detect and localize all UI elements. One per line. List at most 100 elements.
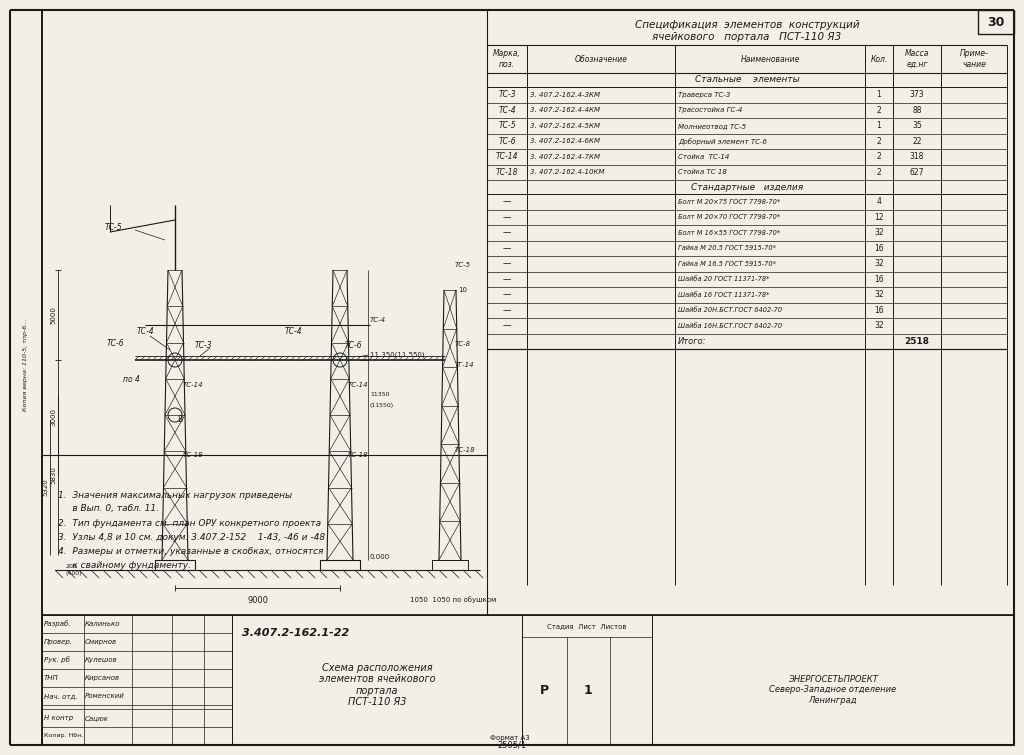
Text: 8: 8 — [177, 415, 182, 424]
Text: ТС-18: ТС-18 — [455, 447, 475, 453]
Text: Молниеотвод ТС-5: Молниеотвод ТС-5 — [678, 123, 746, 129]
Text: —: — — [503, 228, 511, 237]
Text: Марка,
поз.: Марка, поз. — [494, 49, 521, 69]
Text: 4: 4 — [877, 197, 882, 206]
Text: 3. 407.2-162.4-4КМ: 3. 407.2-162.4-4КМ — [530, 107, 600, 113]
Text: (11550): (11550) — [370, 402, 394, 408]
Text: Болт М 16×55 ГОСТ 7798-70*: Болт М 16×55 ГОСТ 7798-70* — [678, 230, 780, 236]
Text: 22: 22 — [912, 137, 922, 146]
Text: Роменский: Роменский — [85, 693, 125, 699]
Text: 32: 32 — [874, 290, 884, 299]
Text: —: — — [503, 213, 511, 222]
Text: Кол.: Кол. — [870, 54, 888, 63]
Text: Кирсанов: Кирсанов — [85, 675, 120, 681]
Text: Гайка М 20.5 ГОСТ 5915-70*: Гайка М 20.5 ГОСТ 5915-70* — [678, 245, 776, 251]
Text: 5000: 5000 — [50, 306, 56, 324]
Text: Масса
ед.нг: Масса ед.нг — [905, 49, 929, 69]
Text: Смирнов: Смирнов — [85, 639, 117, 645]
Text: Стойка ТС 18: Стойка ТС 18 — [678, 169, 727, 175]
Text: Сацюк: Сацюк — [85, 715, 109, 721]
Text: 16: 16 — [874, 244, 884, 253]
Text: ТС-6: ТС-6 — [106, 340, 125, 349]
Text: —: — — [503, 290, 511, 299]
Text: 2: 2 — [877, 106, 882, 115]
Bar — [232, 615, 522, 745]
Text: ТС-14: ТС-14 — [183, 382, 204, 388]
Text: ТС-4: ТС-4 — [499, 106, 516, 115]
Text: ТС-4: ТС-4 — [137, 328, 155, 337]
Bar — [42, 615, 232, 745]
Text: 3. 407.2-162.4-6КМ: 3. 407.2-162.4-6КМ — [530, 138, 600, 144]
Text: 30: 30 — [987, 16, 1005, 29]
Text: Рук. рб: Рук. рб — [44, 657, 70, 664]
Text: Болт М 20×75 ГОСТ 7798-70*: Болт М 20×75 ГОСТ 7798-70* — [678, 199, 780, 205]
Text: ТГ-14: ТГ-14 — [455, 362, 475, 368]
Text: 88: 88 — [912, 106, 922, 115]
Text: 32: 32 — [874, 228, 884, 237]
Text: 2518: 2518 — [904, 337, 930, 346]
Text: в Вып. 0, табл. 11.: в Вып. 0, табл. 11. — [58, 504, 159, 513]
Bar — [978, 10, 1014, 34]
Text: ТС-18: ТС-18 — [348, 452, 369, 458]
Text: 627: 627 — [909, 168, 925, 177]
Text: Болт М 20×70 ГОСТ 7798-70*: Болт М 20×70 ГОСТ 7798-70* — [678, 214, 780, 220]
Text: —: — — [503, 306, 511, 315]
Text: Итого:: Итого: — [678, 337, 707, 346]
Text: ТС-14: ТС-14 — [348, 382, 369, 388]
Text: ТС-14: ТС-14 — [496, 153, 518, 162]
Text: Спецификация  элементов  конструкций: Спецификация элементов конструкций — [635, 20, 859, 30]
Text: ТС-5: ТС-5 — [499, 122, 516, 131]
Text: Доборный элемент ТС-6: Доборный элемент ТС-6 — [678, 137, 767, 145]
Text: 11.350(11 550): 11.350(11 550) — [370, 352, 425, 359]
Text: Калинько: Калинько — [85, 621, 121, 627]
Text: Стандартные   изделия: Стандартные изделия — [691, 183, 803, 192]
Text: ТС-6: ТС-6 — [499, 137, 516, 146]
Text: ТС-8: ТС-8 — [455, 341, 471, 347]
Text: 16: 16 — [874, 306, 884, 315]
Text: —: — — [503, 197, 511, 206]
Text: Копир. Нбн.: Копир. Нбн. — [44, 734, 83, 738]
Text: Траверса ТС-3: Траверса ТС-3 — [678, 92, 730, 97]
Bar — [319, 560, 360, 570]
Text: 3. 407.2-162.4-3КМ: 3. 407.2-162.4-3КМ — [530, 92, 600, 97]
Text: 3.  Узлы 4,8 и 10 см. докум. 3.407.2-152    1-43, -46 и -48: 3. Узлы 4,8 и 10 см. докум. 3.407.2-152 … — [58, 532, 326, 541]
Text: ТС-18: ТС-18 — [496, 168, 518, 177]
Bar — [652, 615, 1014, 745]
Text: 16: 16 — [874, 275, 884, 284]
Text: 5830: 5830 — [50, 466, 56, 484]
Text: —: — — [503, 259, 511, 268]
Text: 2: 2 — [877, 168, 882, 177]
Text: Стойка  ТС-14: Стойка ТС-14 — [678, 154, 729, 160]
Bar — [522, 615, 652, 745]
Text: 32: 32 — [874, 259, 884, 268]
Text: 32: 32 — [874, 321, 884, 330]
Text: 318: 318 — [909, 153, 925, 162]
Text: 1050  1050 по обушком: 1050 1050 по обушком — [410, 596, 497, 602]
Text: Схема расположения
элементов ячейкового
портала
ПСТ-110 Я3: Схема расположения элементов ячейкового … — [318, 663, 435, 707]
Bar — [432, 560, 468, 570]
Text: Разраб.: Разраб. — [44, 621, 72, 627]
Text: ТС-5: ТС-5 — [105, 223, 123, 233]
Text: ТС-18: ТС-18 — [183, 452, 204, 458]
Text: 35: 35 — [912, 122, 922, 131]
Text: Стадия  Лист  Листов: Стадия Лист Листов — [547, 623, 627, 629]
Text: ТС-3: ТС-3 — [195, 341, 213, 350]
Text: 373: 373 — [909, 91, 925, 99]
Text: 5320: 5320 — [42, 479, 48, 496]
Text: Шайба 20Н.БСТ.ГОСТ 6402-70: Шайба 20Н.БСТ.ГОСТ 6402-70 — [678, 307, 782, 313]
Text: —: — — [503, 275, 511, 284]
Text: 10: 10 — [458, 287, 467, 293]
Bar — [155, 560, 195, 570]
Text: —: — — [503, 244, 511, 253]
Text: Формат А3: Формат А3 — [490, 735, 529, 741]
Text: 1.  Значения максимальных нагрузок приведены: 1. Значения максимальных нагрузок привед… — [58, 491, 292, 500]
Text: Нач. отд.: Нач. отд. — [44, 693, 78, 699]
Text: Приме-
чание: Приме- чание — [959, 49, 988, 69]
Text: ячейкового   портала   ПСТ-110 Я3: ячейкового портала ПСТ-110 Я3 — [652, 32, 842, 42]
Text: ТС-3: ТС-3 — [499, 91, 516, 99]
Text: ТС-5: ТС-5 — [455, 262, 471, 268]
Text: 200: 200 — [65, 564, 77, 569]
Text: 3. 407.2-162.4-7КМ: 3. 407.2-162.4-7КМ — [530, 154, 600, 160]
Text: Трасостойка ГС-4: Трасостойка ГС-4 — [678, 107, 742, 113]
Text: ТС-4: ТС-4 — [370, 317, 386, 323]
